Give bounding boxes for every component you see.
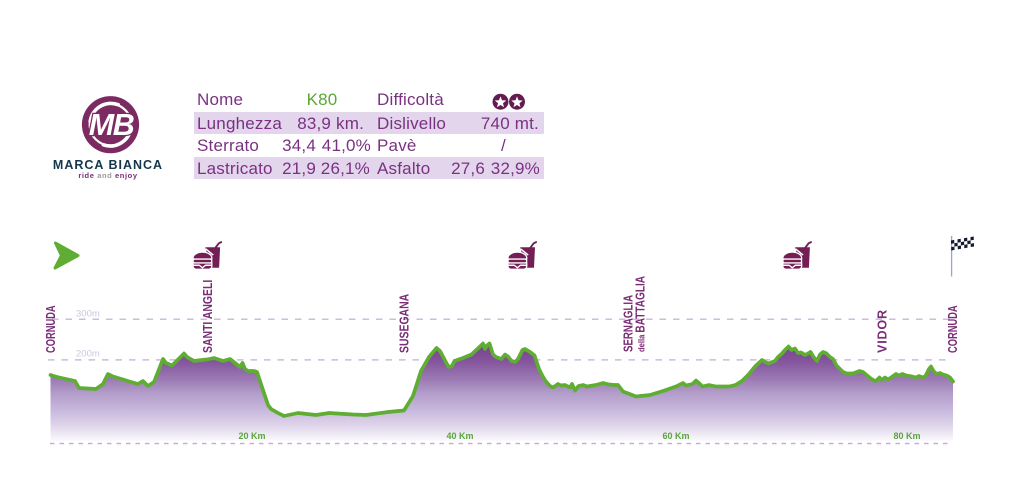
svg-text:SUSEGANA: SUSEGANA: [399, 293, 412, 353]
svg-text:MB: MB: [89, 108, 134, 142]
svg-text:SERNAGLIA: SERNAGLIA: [622, 295, 635, 352]
svg-text:300m: 300m: [76, 309, 100, 320]
svg-text:CORNUDA: CORNUDA: [947, 305, 961, 353]
svg-text:80 Km: 80 Km: [893, 431, 920, 441]
svg-text:20 Km: 20 Km: [238, 431, 265, 441]
svg-text:CORNUDA: CORNUDA: [45, 305, 59, 353]
svg-text:della BATTAGLIA: della BATTAGLIA: [635, 276, 648, 352]
svg-text:60 Km: 60 Km: [662, 431, 689, 441]
svg-text:200m: 200m: [76, 349, 100, 360]
svg-text:SANTI ANGELI: SANTI ANGELI: [202, 280, 215, 353]
svg-text:VIDOR: VIDOR: [876, 309, 890, 353]
svg-text:40 Km: 40 Km: [446, 431, 473, 441]
